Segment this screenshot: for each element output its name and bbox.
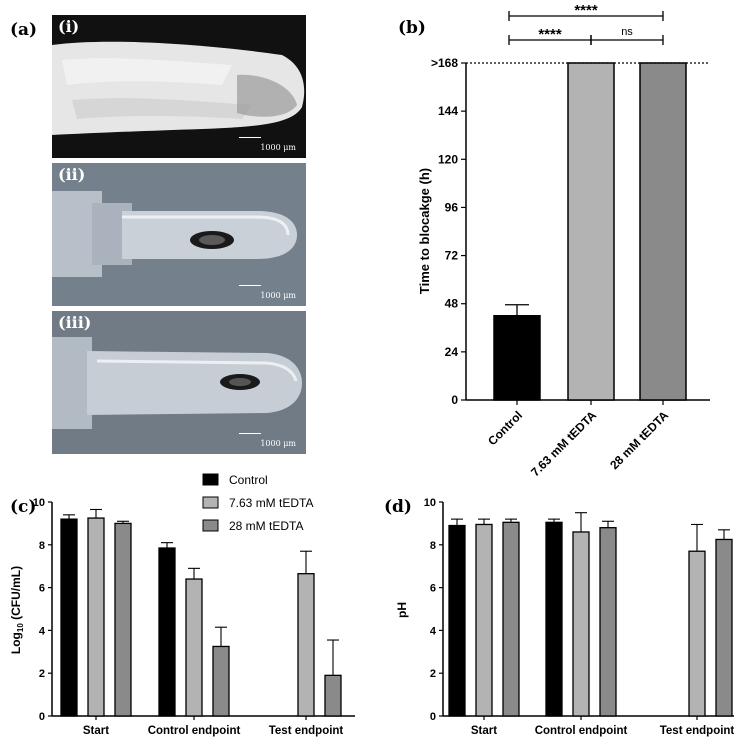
- photo-catheter-encrusted: (i) 1000 μm: [52, 15, 306, 158]
- c-bar: [185, 578, 203, 717]
- c-bar: [60, 518, 78, 717]
- c-bar: [324, 674, 342, 717]
- b-xtick-label: Control: [485, 408, 525, 448]
- b-sig-label: ****: [574, 2, 598, 19]
- legend-label-high: 28 mM tEDTA: [229, 519, 303, 533]
- c-ytick-label: 8: [39, 540, 45, 552]
- scale-bar: [239, 137, 261, 138]
- legend-swatch-high: [202, 519, 219, 532]
- scale-bar: [239, 285, 261, 286]
- c-bar: [87, 517, 105, 717]
- b-bars: [493, 62, 687, 401]
- legend-label-control: Control: [229, 473, 268, 487]
- c-ylabel-main: Log: [9, 632, 23, 654]
- d-ytick-label: 0: [430, 711, 436, 723]
- d-ytick-label: 10: [424, 497, 436, 509]
- b-ytick-label: 0: [451, 393, 458, 407]
- d-bar: [545, 521, 563, 717]
- d-axes: 0 2 4 6 8 10 Start Control endpoint Test endpoin…: [424, 497, 734, 737]
- c-ylabel: Log10 (CFU/mL): [9, 566, 25, 654]
- d-bar: [688, 550, 706, 717]
- b-ylabel: Time to blocakge (h): [417, 168, 432, 294]
- legend-label-low: 7.63 mM tEDTA: [229, 496, 313, 510]
- b-xtick-label: 7.63 mM tEDTA: [528, 408, 599, 479]
- b-bar: [567, 62, 615, 401]
- c-ytick-label: 2: [39, 668, 45, 680]
- d-ytick-label: 2: [430, 668, 436, 680]
- c-ytick-label: 0: [39, 711, 45, 723]
- c-bar: [297, 573, 315, 717]
- scale-text: 1000 μm: [260, 291, 296, 300]
- d-ytick-label: 4: [430, 625, 437, 637]
- c-ytick-label: 6: [39, 583, 45, 595]
- d-xtick-label: Control endpoint: [535, 725, 628, 737]
- d-xtick-label: Start: [471, 725, 497, 737]
- b-sig-label: ****: [538, 26, 562, 43]
- b-xtick-label: 28 mM tEDTA: [607, 408, 671, 472]
- d-bars: [448, 512, 733, 717]
- d-bar: [572, 531, 590, 717]
- photo-label-ii: (ii): [58, 165, 86, 184]
- panel-label-b: (b): [398, 18, 426, 38]
- photo-catheter-low-tedta: (ii) 1000 μm: [52, 163, 306, 306]
- panel-label-d: (d): [384, 497, 412, 517]
- b-ytick-label: 24: [445, 345, 459, 359]
- panel-label-c: (c): [10, 497, 37, 517]
- d-xtick-label: Test endpoint: [660, 725, 734, 737]
- b-ytick-label: 144: [438, 104, 458, 118]
- d-bar: [502, 521, 520, 717]
- c-xtick-label: Control endpoint: [148, 725, 241, 737]
- scale-text: 1000 μm: [260, 439, 296, 448]
- panel-label-a: (a): [10, 20, 38, 40]
- scale-bar: [239, 433, 261, 434]
- d-ytick-label: 8: [430, 540, 436, 552]
- d-ylabel: pH: [395, 602, 409, 618]
- d-ytick-label: 6: [430, 583, 436, 595]
- d-bar: [448, 524, 466, 717]
- photo-label-i: (i): [58, 17, 80, 36]
- photo-label-iii: (iii): [58, 313, 92, 332]
- b-axes: 0 24 48 72 96 120 144 >168 Control 7.63 mM tEDTA 2…: [431, 2, 710, 479]
- b-ytick-label: 48: [445, 297, 459, 311]
- c-xtick-label: Test endpoint: [269, 725, 344, 737]
- b-ytick-label: 120: [438, 152, 458, 166]
- c-ylabel-rest: (CFU/mL): [9, 566, 23, 623]
- scale-text: 1000 μm: [260, 143, 296, 152]
- b-bar: [639, 62, 687, 401]
- b-sig-label: ns: [621, 26, 633, 38]
- c-ytick-label: 4: [39, 625, 46, 637]
- b-ytick-label: >168: [431, 56, 458, 70]
- d-bar: [715, 538, 733, 717]
- b-ytick-label: 72: [445, 249, 459, 263]
- c-bar: [212, 645, 230, 717]
- legend-swatch-control: [202, 473, 219, 486]
- d-bar: [599, 527, 617, 717]
- c-ylabel-sub: 10: [16, 623, 25, 632]
- b-bar: [493, 315, 541, 401]
- photo-catheter-high-tedta: (iii) 1000 μm: [52, 311, 306, 454]
- b-ytick-label: 96: [445, 200, 459, 214]
- c-xtick-label: Start: [83, 725, 109, 737]
- c-bar: [114, 522, 132, 717]
- legend-swatch-low: [202, 496, 219, 509]
- c-bar: [158, 547, 176, 717]
- d-bar: [475, 523, 493, 717]
- c-bars: [60, 508, 342, 717]
